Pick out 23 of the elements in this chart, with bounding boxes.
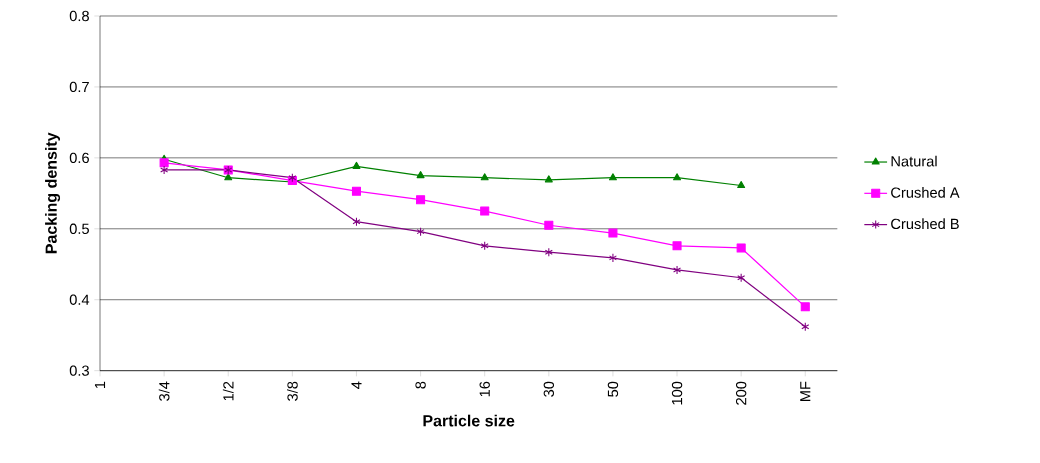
y-tick-label: 0.4 bbox=[69, 294, 90, 306]
x-tick-label: 100 bbox=[671, 381, 683, 405]
x-tick-label: 3/4 bbox=[158, 381, 170, 402]
x-tick-label: 200 bbox=[735, 381, 747, 405]
y-axis-title: Packing density bbox=[45, 132, 61, 254]
x-tick-label: 4 bbox=[351, 381, 362, 390]
legend-label: Natural bbox=[891, 155, 937, 167]
legend-label: Crushed A bbox=[891, 187, 960, 198]
y-tick-label: 0.8 bbox=[69, 10, 89, 22]
x-tick-label: 1/2 bbox=[222, 381, 234, 401]
x-tick-label: 1 bbox=[94, 381, 106, 389]
x-tick-label: 30 bbox=[543, 381, 555, 397]
x-axis-title: Particle size bbox=[423, 414, 515, 427]
x-tick-label: 50 bbox=[607, 381, 619, 397]
legend-label: Crushed B bbox=[891, 218, 959, 230]
y-tick-label: 0.5 bbox=[69, 223, 89, 235]
x-tick-label: 8 bbox=[415, 381, 426, 389]
y-tick-label: 0.7 bbox=[69, 81, 89, 93]
y-tick-label: 0.3 bbox=[69, 365, 89, 377]
x-tick-label: 16 bbox=[479, 381, 490, 397]
y-tick-label: 0.6 bbox=[69, 152, 89, 164]
x-tick-label: 3/8 bbox=[286, 381, 298, 402]
x-tick-label: MF bbox=[800, 381, 811, 402]
